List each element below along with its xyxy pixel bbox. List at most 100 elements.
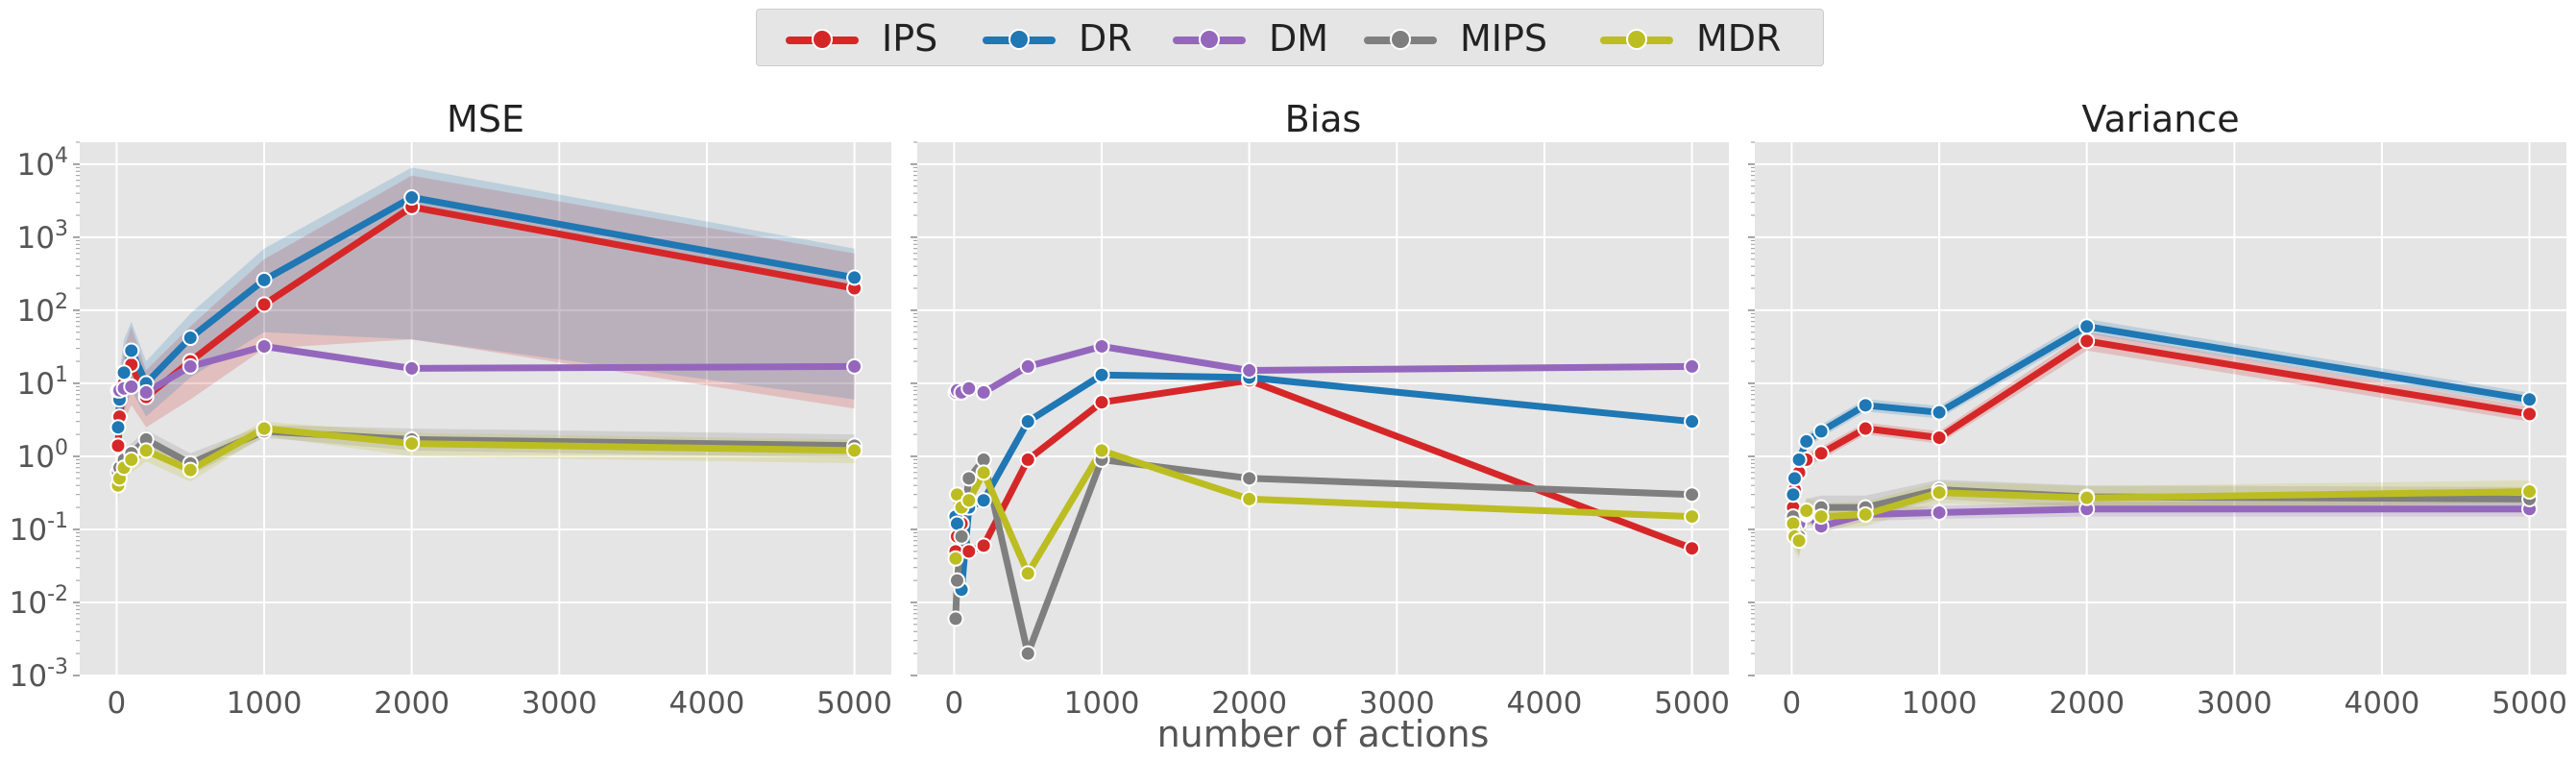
y-tick-label: 101 — [17, 363, 68, 402]
data-point-mdr — [1857, 505, 1874, 523]
x-tick-label: 5000 — [1654, 686, 1730, 721]
data-point-mdr — [123, 451, 140, 468]
data-point-mips — [953, 528, 970, 545]
y-tick-label: 100 — [17, 436, 68, 475]
data-point-dm — [255, 338, 273, 356]
data-point-mdr — [975, 464, 992, 481]
data-point-mdr — [1790, 532, 1808, 550]
y-tick-label: 10-3 — [10, 655, 68, 694]
data-point-ips — [1093, 394, 1110, 411]
legend-label: MIPS — [1460, 17, 1548, 60]
data-point-dr — [1931, 404, 1948, 421]
x-tick-label: 3000 — [522, 686, 597, 721]
legend-marker — [1199, 29, 1220, 50]
data-point-dr — [182, 330, 199, 347]
y-tick-label: 104 — [17, 144, 68, 183]
data-point-mdr — [1931, 484, 1948, 502]
data-point-mdr — [1093, 442, 1110, 459]
data-point-mips — [960, 470, 978, 487]
data-point-mdr — [1798, 503, 1815, 520]
data-point-ips — [1684, 540, 1701, 557]
band-ips — [1792, 331, 2530, 517]
legend-marker — [812, 29, 833, 50]
data-point-dr — [846, 269, 863, 286]
plot-area — [80, 142, 891, 675]
x-tick-label: 4000 — [1507, 686, 1583, 721]
legend-label: MDR — [1696, 17, 1782, 60]
data-point-mdr — [137, 442, 155, 459]
minor-ticks — [76, 141, 80, 654]
x-tick-label: 0 — [1783, 686, 1802, 721]
data-point-mdr — [182, 461, 199, 479]
y-tick-label: 10-2 — [10, 582, 68, 621]
x-tick-label: 1000 — [1064, 686, 1140, 721]
x-tick-label: 2000 — [1211, 686, 1287, 721]
x-tick-label: 1000 — [227, 686, 303, 721]
data-point-mdr — [2078, 489, 2096, 506]
x-tick-label: 2000 — [2049, 686, 2125, 721]
x-tick-label: 2000 — [374, 686, 450, 721]
data-point-dm — [846, 357, 863, 375]
legend-label: DM — [1269, 17, 1329, 60]
data-point-mdr — [2521, 483, 2539, 501]
data-point-ips — [1019, 451, 1036, 468]
data-point-mips — [948, 572, 965, 589]
data-point-dm — [123, 378, 140, 395]
x-tick-label: 0 — [108, 686, 127, 721]
panel-title: MSE — [447, 98, 524, 140]
data-point-ips — [2078, 332, 2096, 350]
data-point-dr — [975, 492, 992, 509]
data-point-dm — [403, 359, 421, 377]
x-tick-label: 4000 — [669, 686, 745, 721]
x-tick-label: 3000 — [2197, 686, 2272, 721]
legend-marker — [1390, 29, 1411, 50]
data-point-dr — [1019, 413, 1036, 430]
x-tick-label: 5000 — [2491, 686, 2567, 721]
data-point-dr — [1790, 451, 1808, 468]
y-tick-label: 102 — [17, 290, 68, 329]
data-point-dm — [1241, 362, 1258, 380]
legend-label: DR — [1079, 17, 1132, 60]
data-point-ips — [960, 543, 978, 560]
minor-ticks — [913, 141, 917, 654]
y-tick-label: 10-1 — [10, 509, 68, 548]
data-point-dm — [1093, 338, 1110, 356]
data-point-dr — [1812, 423, 1830, 440]
data-point-ips — [2521, 405, 2539, 423]
data-point-dr — [115, 364, 133, 381]
data-point-dr — [1093, 366, 1110, 383]
x-tick-label: 0 — [945, 686, 964, 721]
data-point-mips — [947, 610, 964, 627]
minor-ticks — [1751, 141, 1755, 654]
data-point-dm — [1931, 503, 1948, 521]
data-point-mdr — [1019, 565, 1036, 582]
band-dr — [117, 167, 855, 456]
data-point-dr — [255, 271, 273, 288]
data-point-mdr — [255, 420, 273, 437]
data-point-dr — [123, 342, 140, 359]
panel-mse: 0 1000 2000 3000 4000 5000 10-3 10-2 10-1 100 101 1… — [10, 98, 892, 721]
y-tick-label: 103 — [17, 217, 68, 256]
data-point-mdr — [403, 435, 421, 453]
band-dr — [1792, 319, 2530, 503]
panel-title: Bias — [1285, 98, 1362, 140]
legend-label: IPS — [882, 17, 938, 60]
data-point-dr — [1684, 413, 1701, 430]
x-tick-label: 4000 — [2345, 686, 2420, 721]
data-point-ips — [1857, 420, 1874, 437]
data-point-dm — [1019, 357, 1036, 375]
panel-variance: 0 1000 2000 3000 4000 5000 Variance — [1748, 98, 2567, 721]
legend: IPS DR DM MIPS MDR — [756, 9, 1824, 66]
data-point-ips — [1812, 445, 1830, 462]
data-point-dm — [182, 357, 199, 375]
data-point-ips — [255, 296, 273, 313]
data-point-ips — [1931, 430, 1948, 447]
data-point-dr — [1798, 432, 1815, 450]
data-point-ips — [109, 437, 127, 454]
data-point-ips — [975, 537, 992, 554]
data-point-mips — [1019, 645, 1036, 662]
data-point-mdr — [1812, 508, 1830, 526]
data-point-mdr — [1241, 490, 1258, 507]
panel-title: Variance — [2081, 98, 2239, 140]
